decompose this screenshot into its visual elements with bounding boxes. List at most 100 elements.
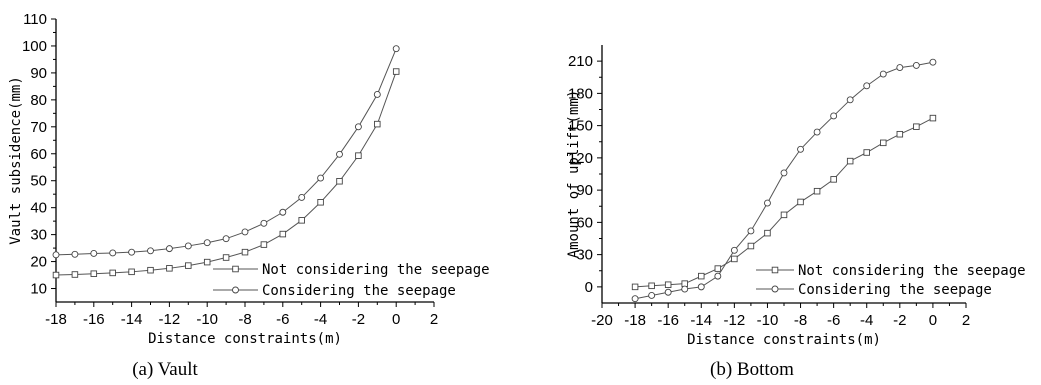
data-point-circle <box>879 70 887 78</box>
legend-label: Considering the seepage <box>798 282 992 298</box>
data-point-circle <box>681 285 689 293</box>
data-point-circle <box>863 82 871 90</box>
x-tick-label: -10 <box>196 311 218 328</box>
data-point-circle <box>846 96 854 104</box>
data-point-square <box>147 266 154 274</box>
data-point-square <box>764 229 771 237</box>
series-line <box>55 71 397 276</box>
data-point-circle <box>896 64 904 72</box>
x-tick-label: -10 <box>757 312 779 329</box>
x-tick-label: -14 <box>690 312 712 329</box>
data-point-circle <box>373 91 381 98</box>
y-tick-label: 40 <box>30 200 47 217</box>
series-line <box>635 117 934 288</box>
x-tick-label: -4 <box>314 311 327 328</box>
x-tick-label: -6 <box>827 312 840 329</box>
y-tick-label: 210 <box>568 53 593 70</box>
y-tick-label: 30 <box>30 227 47 244</box>
y-tick-label: 0 <box>585 279 593 296</box>
data-point-circle <box>912 61 920 69</box>
x-tick-label: -8 <box>238 311 251 328</box>
data-point-square <box>664 281 672 288</box>
chart-vault: -18 -16 -14 -12 -10 -8 -6 -4 -2 0 2 10 20 30 40 50 60 70 8… <box>8 11 490 380</box>
y-tick-label: 100 <box>22 38 47 55</box>
x-tick-label: -4 <box>860 312 873 329</box>
data-point-square <box>896 130 904 138</box>
data-point-circle <box>747 227 755 235</box>
data-point-square <box>185 262 192 269</box>
y-tick-label: 150 <box>568 118 593 135</box>
data-point-square <box>631 283 639 291</box>
data-point-square <box>747 242 755 250</box>
y-tick-label: 60 <box>576 214 593 231</box>
y-tick-label: 90 <box>576 182 593 199</box>
data-point-circle <box>109 249 117 257</box>
x-tick-label: -12 <box>724 312 746 329</box>
data-point-circle <box>203 239 211 247</box>
legend-label: Not considering the seepage <box>798 263 1026 279</box>
data-point-circle <box>71 250 79 258</box>
data-point-square <box>128 268 135 276</box>
x-tick-label: -16 <box>657 312 679 329</box>
data-point-square <box>90 270 98 277</box>
y-tick-label: 70 <box>30 119 47 136</box>
data-point-square <box>780 211 788 219</box>
legend-label: Not considering the seepage <box>262 262 490 278</box>
data-point-square <box>52 271 60 279</box>
data-point-square <box>109 269 116 277</box>
y-tick-label: 120 <box>568 150 593 167</box>
legend-marker-circle <box>771 285 779 293</box>
x-tick-label: 0 <box>929 312 937 329</box>
data-point-square <box>698 272 705 280</box>
data-point-square <box>336 178 343 185</box>
data-point-square <box>241 248 249 256</box>
data-point-circle <box>317 174 325 182</box>
legend-label: Considering the seepage <box>262 283 456 299</box>
data-point-square <box>863 149 870 156</box>
data-point-square <box>714 265 722 272</box>
data-point-circle <box>664 288 672 296</box>
x-tick-label: -8 <box>794 312 807 329</box>
x-tick-label: 0 <box>392 311 400 328</box>
data-point-circle <box>813 128 821 136</box>
x-tick-label: -6 <box>276 311 289 328</box>
x-tick-label: -20 <box>591 312 613 329</box>
data-point-circle <box>648 292 656 299</box>
data-point-circle <box>128 248 136 256</box>
data-point-square <box>880 139 887 147</box>
legend-marker-square <box>771 266 779 274</box>
x-tick-label: -18 <box>624 312 646 329</box>
data-point-square <box>166 265 173 272</box>
data-point-circle <box>730 246 738 254</box>
y-tick-label: 10 <box>30 281 47 298</box>
data-point-circle <box>697 283 705 291</box>
y-tick-label: 80 <box>30 92 47 109</box>
data-point-circle <box>631 295 639 303</box>
data-point-circle <box>830 112 838 120</box>
y-tick-label: 50 <box>30 173 47 190</box>
x-tick-label: -2 <box>893 312 906 329</box>
data-point-circle <box>241 228 249 236</box>
data-point-circle <box>260 219 268 227</box>
data-point-circle <box>298 193 306 201</box>
data-point-square <box>374 120 381 128</box>
y-axis-title: Vault subsidence(mm) <box>8 76 24 245</box>
data-point-circle <box>90 250 98 257</box>
x-tick-label: -12 <box>159 311 181 328</box>
data-point-square <box>222 254 230 261</box>
y-tick-label: 180 <box>568 85 593 102</box>
data-point-circle <box>336 150 343 158</box>
y-tick-label: 110 <box>23 11 47 28</box>
data-point-circle <box>52 251 60 259</box>
chart-bottom: -20 -18 -16 -14 -12 -10 -8 -6 -4 -2 0 2030609012015… <box>566 45 1026 380</box>
data-point-circle <box>764 199 771 207</box>
x-tick-label: -2 <box>352 311 365 328</box>
data-point-circle <box>714 272 722 280</box>
x-tick-label: 2 <box>962 312 970 329</box>
data-point-circle <box>354 123 362 131</box>
data-point-square <box>913 123 920 130</box>
y-tick-label: 30 <box>576 247 593 264</box>
data-point-square <box>260 241 268 248</box>
data-point-square <box>830 176 837 183</box>
data-point-square <box>797 198 804 206</box>
